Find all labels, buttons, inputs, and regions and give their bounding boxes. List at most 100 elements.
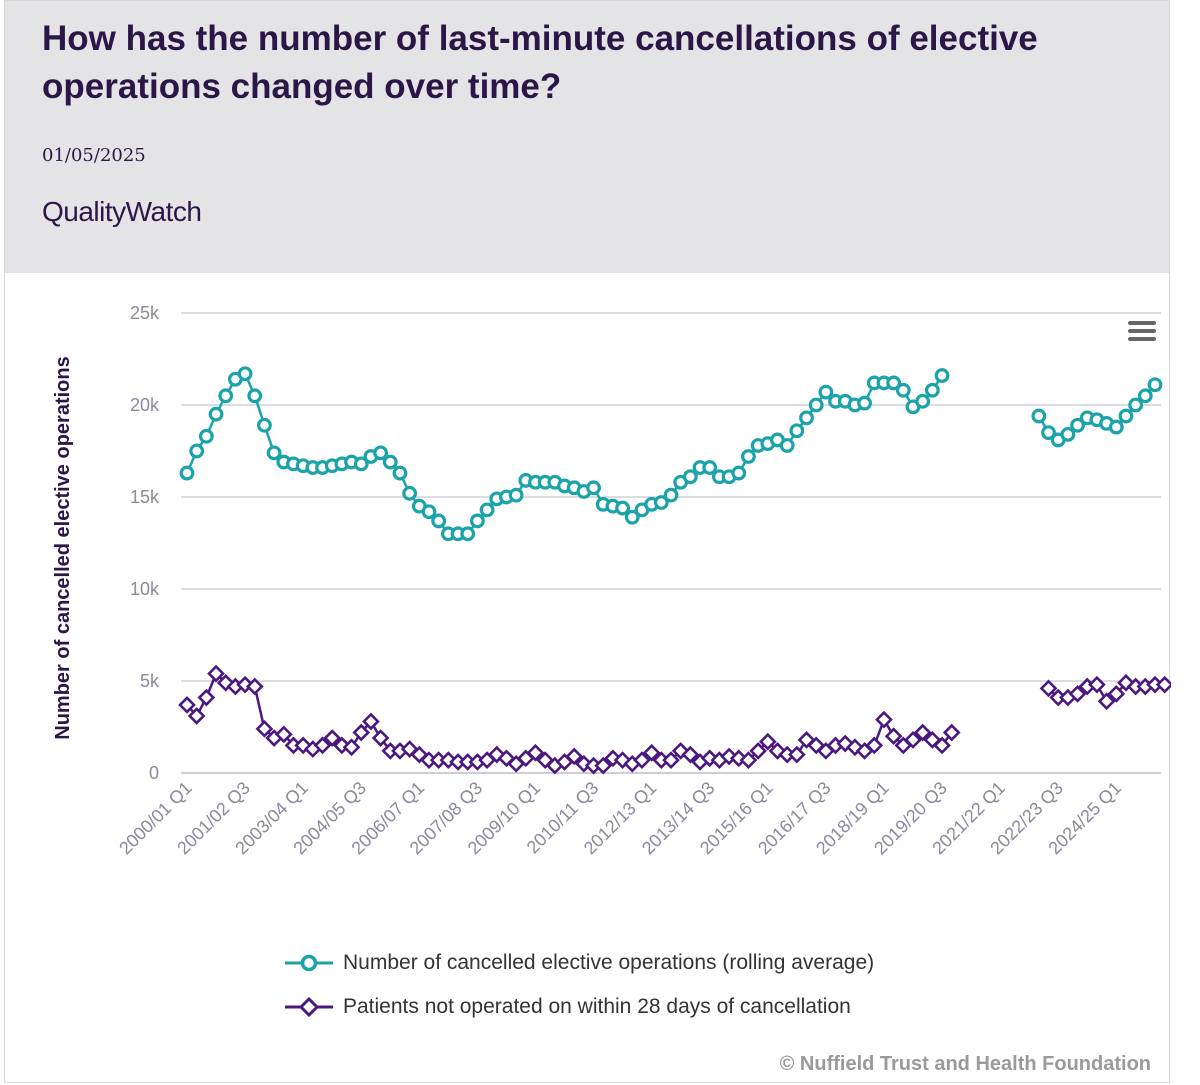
data-point-diamond [274,725,293,744]
data-point-circle [702,460,718,475]
legend-item-cancelled-operations[interactable]: Number of cancelled elective operations … [283,941,874,985]
data-point-circle [1060,427,1076,442]
data-point-circle [373,445,389,461]
y-axis-title: Number of cancelled elective operations [52,356,74,739]
y-tick-label: 20k [130,395,160,415]
data-point-diamond [642,743,661,762]
chart-legend: Number of cancelled elective operations … [283,941,874,1029]
data-point-circle [1128,397,1144,413]
data-point-diamond [942,723,961,742]
data-point-circle [1147,377,1163,393]
data-point-diamond [884,727,903,746]
data-point-diamond [352,723,371,742]
legend-item-patients-not-operated[interactable]: Patients not operated on within 28 days … [283,985,874,1029]
data-point-circle [1070,417,1085,433]
publish-date: 01/05/2025 [42,145,146,166]
data-point-diamond [1068,685,1087,703]
data-point-diamond [662,751,680,769]
data-point-circle [189,443,205,459]
data-point-diamond [565,747,584,766]
data-point-diamond [739,751,758,769]
data-point-circle [179,465,195,481]
data-point-circle [624,509,640,525]
data-point-circle [237,366,253,382]
data-point-diamond [362,712,380,731]
data-point-diamond [245,677,264,696]
hamburger-menu-icon[interactable] [1128,321,1156,343]
y-tick-label: 10k [130,579,160,599]
data-point-circle [741,449,756,464]
data-point-circle [808,397,824,413]
y-tick-label: 15k [130,487,160,507]
data-point-diamond [681,745,700,764]
data-point-diamond [1097,692,1116,711]
data-point-circle [731,465,747,481]
data-point-circle [1137,388,1153,404]
data-point-circle [402,485,418,501]
legend-label-cancelled-operations: Number of cancelled elective operations … [343,951,875,974]
data-point-circle [470,513,485,529]
data-point-circle [1041,425,1056,441]
data-point-circle [257,417,272,433]
data-point-diamond [633,751,651,769]
data-point-diamond [904,731,922,749]
data-point-circle [799,410,814,426]
data-point-circle [586,480,601,496]
data-point-circle [895,382,911,398]
data-point-diamond [342,738,361,757]
chart-card: How has the number of last-minute cancel… [4,0,1171,1083]
data-point-circle [1118,408,1134,424]
data-point-circle [353,456,369,472]
data-point-circle [382,454,398,470]
data-point-diamond [197,688,216,707]
data-point-diamond [313,736,332,755]
data-point-circle [779,438,795,453]
data-point-circle [508,487,524,503]
data-point-circle [934,368,950,383]
data-point-circle [431,513,447,529]
data-point-circle [653,495,669,510]
legend-circle-marker-icon [285,954,333,972]
data-point-circle [1031,408,1047,424]
data-point-diamond [526,743,545,762]
data-point-circle [915,393,931,409]
data-point-diamond [207,664,225,683]
data-point-circle [266,445,282,461]
data-point-circle [1108,419,1124,435]
data-point-diamond [875,710,893,729]
data-point-circle [857,395,872,411]
data-point-diamond [178,696,196,714]
data-point-circle [421,504,437,520]
data-point-circle [218,388,234,404]
data-point-diamond [371,729,390,747]
data-point-circle [886,375,902,391]
data-point-diamond [1088,675,1106,694]
series-line-1 [185,372,1156,536]
chart-title: How has the number of last-minute cancel… [42,19,1038,106]
y-tick-label: 25k [130,303,160,323]
y-tick-label: 5k [140,671,160,691]
data-point-circle [198,428,214,444]
data-point-circle [208,406,224,422]
data-point-circle [924,382,940,398]
legend-label-patients-not-operated: Patients not operated on within 28 days … [343,995,851,1018]
data-point-diamond [933,736,951,755]
data-point-diamond [749,742,767,760]
data-point-diamond [323,729,342,747]
legend-diamond-marker-icon [285,996,333,1018]
data-point-circle [392,465,408,481]
data-point-diamond [865,736,884,755]
data-point-circle [460,526,476,542]
chart-credits: © Nuffield Trust and Health Foundation [779,1053,1151,1075]
data-point-diamond [187,707,206,725]
data-point-circle [247,388,263,404]
data-point-diamond [913,723,932,742]
data-point-circle [818,384,834,400]
data-point-diamond [1107,685,1126,703]
data-point-circle [479,502,495,518]
data-point-diamond [788,745,806,764]
data-point-circle [682,469,698,485]
y-tick-label: 0 [149,763,159,783]
chart-header: How has the number of last-minute cancel… [5,1,1169,273]
